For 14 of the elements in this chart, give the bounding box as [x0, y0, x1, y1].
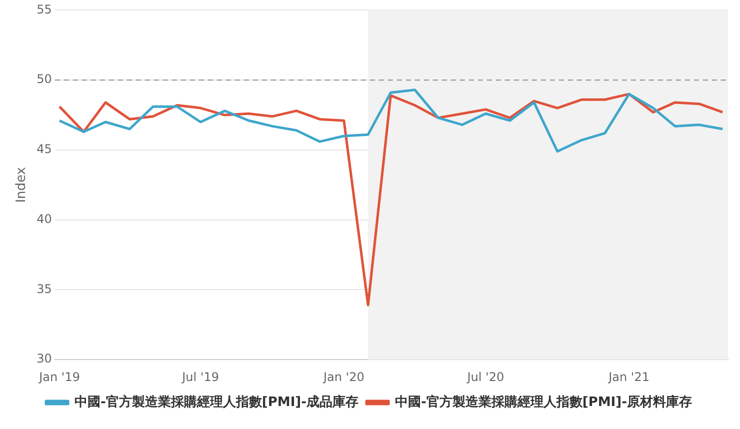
x-tick-label: Jan '21: [608, 370, 650, 384]
x-tick-label: Jul '19: [181, 370, 219, 384]
y-tick-label: 35: [36, 282, 52, 296]
x-tick-label: Jan '20: [322, 370, 364, 384]
y-axis-title: Index: [14, 166, 30, 203]
x-tick-label: Jan '19: [38, 370, 80, 384]
y-tick-label: 50: [36, 72, 52, 86]
y-tick-label: 40: [36, 212, 52, 226]
x-tick-label: Jul '20: [466, 370, 504, 384]
y-tick-label: 45: [36, 142, 52, 156]
legend-label: 中國-官方製造業採購經理人指數[PMI]-原材料庫存: [395, 394, 692, 410]
y-tick-label: 55: [36, 2, 52, 16]
y-tick-label: 30: [36, 352, 52, 366]
legend-label: 中國-官方製造業採購經理人指數[PMI]-成品庫存: [74, 394, 359, 410]
